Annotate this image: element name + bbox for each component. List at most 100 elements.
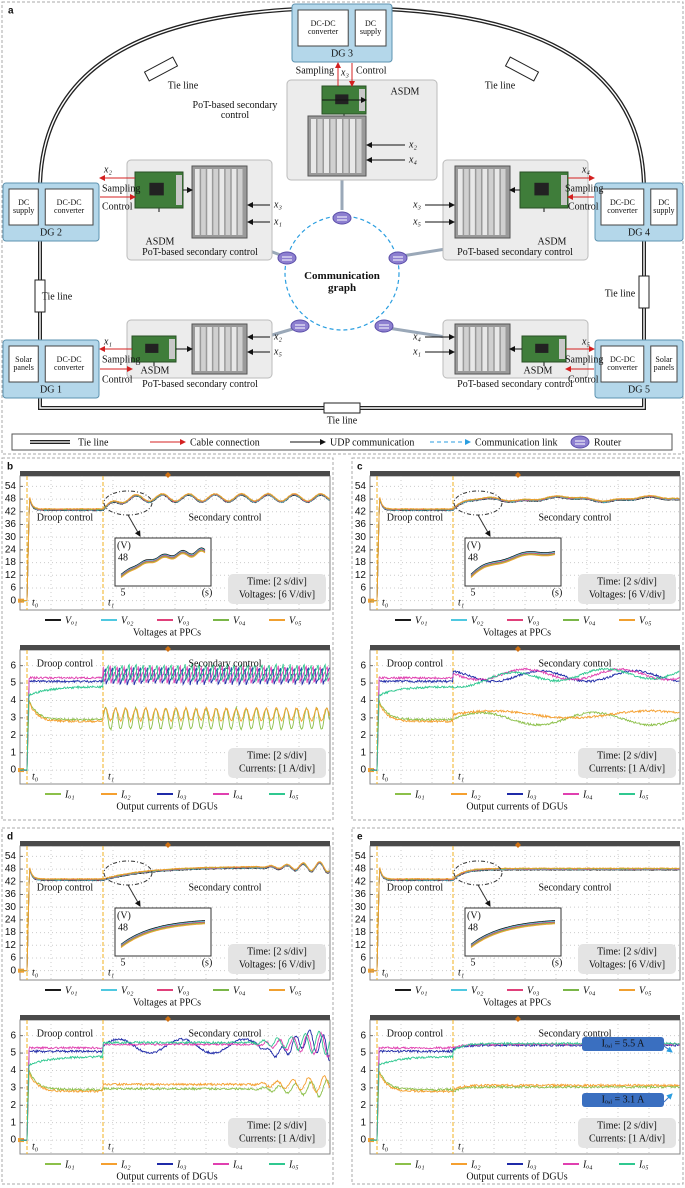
controller-title-box: PoT-based secondary control — [457, 247, 573, 258]
y-tick-label: 30 — [355, 532, 367, 543]
y-tick-label: 6 — [10, 660, 16, 671]
dg-block — [650, 188, 678, 226]
scope-header — [20, 645, 330, 650]
inset — [464, 907, 562, 957]
y-tick-label: 5 — [360, 1048, 366, 1059]
legend-label: Vₒ₅ — [289, 615, 302, 626]
y-tick-label: 42 — [355, 506, 367, 517]
y-tick-label: 6 — [10, 583, 16, 594]
dg-block — [600, 345, 645, 383]
y-tick-label: 48 — [355, 864, 367, 875]
phase-label: Secondary control — [188, 658, 261, 669]
y-tick-label: 0 — [360, 765, 366, 776]
zoom-arrow — [477, 514, 491, 537]
scale-box — [578, 574, 676, 604]
dg-block-label-box: DC-DC converter — [607, 354, 638, 372]
legend-label: Vₒ₁ — [65, 985, 77, 996]
y-tick-label: 36 — [5, 889, 17, 900]
input-state: x₂ — [408, 139, 417, 150]
y-tick-label: 0 — [360, 1135, 366, 1146]
event-label: t₀ — [382, 597, 389, 608]
event-label: t₁ — [108, 597, 114, 608]
input-state: x₄ — [408, 154, 417, 165]
y-tick-label: 0 — [360, 595, 366, 606]
input-state: x₃ — [273, 199, 282, 210]
y-tick-label: 48 — [5, 494, 17, 505]
rack-unit — [356, 119, 362, 173]
input-state: x₅ — [412, 216, 421, 227]
legend-label: Iₒ₂ — [120, 789, 131, 800]
inset-tick: 48 — [118, 552, 128, 563]
rack-unit — [476, 169, 481, 235]
rack-unit — [470, 327, 475, 371]
scope-header — [370, 1015, 680, 1020]
trigger-marker — [515, 646, 521, 652]
inset-tick: 48 — [468, 922, 478, 933]
y-tick-label: 4 — [360, 1065, 366, 1076]
caption: Output currents of DGUs — [116, 801, 217, 812]
tie-line-label: Tie line — [327, 415, 358, 426]
y-tick-label: 24 — [355, 915, 367, 926]
scope-header — [370, 645, 680, 650]
phase-label: Droop control — [387, 1028, 444, 1039]
control-label: Control — [568, 201, 599, 212]
waveform — [369, 699, 680, 771]
sampling-label: Sampling — [102, 354, 140, 365]
legend-label: Vₒ₄ — [583, 985, 596, 996]
dg-block — [44, 188, 94, 226]
tie-resistor — [323, 402, 361, 414]
legend-label: Iₒ₁ — [64, 1159, 75, 1170]
controller-title: PoT-based secondary control — [142, 246, 258, 258]
phase-label: Secondary control — [538, 658, 611, 669]
waveform — [369, 1071, 680, 1141]
y-tick-label: 1 — [10, 1117, 16, 1128]
inset-waveform — [120, 550, 206, 578]
inset-waveform — [120, 548, 206, 576]
legend-label: Vₒ₂ — [121, 985, 134, 996]
annotation-box — [582, 1037, 664, 1051]
time-scale: Time: [2 s/div] — [597, 576, 657, 587]
router — [388, 251, 408, 265]
input-state: x₅ — [273, 346, 282, 357]
dg-block-label: DC-DC converter — [54, 354, 85, 372]
event-label: t₁ — [458, 597, 464, 608]
waveform — [19, 1029, 330, 1142]
phase-label: Droop control — [387, 882, 444, 893]
legend-box — [11, 433, 673, 451]
y-tick-label: 0 — [10, 965, 16, 976]
scale-box — [228, 944, 326, 974]
rack-unit — [482, 327, 488, 371]
dg-block-label: DC-DC converter — [607, 354, 638, 372]
y-tick-label: 12 — [355, 940, 367, 951]
dg-block-label: DC-DC converter — [607, 197, 638, 215]
asdm-port — [559, 339, 565, 359]
inset-waveform — [120, 920, 206, 946]
dg-block-label-box: Solar panels — [654, 355, 674, 372]
waveform — [369, 667, 680, 772]
control-label: Control — [102, 374, 133, 385]
sent-state: x₅ — [581, 336, 590, 347]
dg-block-label-box: DC supply — [13, 198, 34, 215]
y-tick-label: 0 — [10, 1135, 16, 1146]
y-tick-label: 3 — [360, 713, 366, 724]
event-label: t₁ — [458, 771, 464, 782]
caption: Voltages at PPCs — [133, 627, 201, 638]
dg-block-label-box: DC supply — [360, 19, 381, 36]
inset-tick: 5 — [471, 587, 476, 598]
scale-box — [228, 574, 326, 604]
sampling-label: Sampling — [296, 65, 334, 76]
graph-title: Communication graph — [304, 270, 380, 294]
controller-title-box: PoT-based secondary control — [142, 246, 258, 258]
event-label: t₁ — [108, 1141, 114, 1152]
y-tick-label: 2 — [10, 1100, 16, 1111]
inset-waveform — [120, 547, 206, 575]
legend-label: Vₒ₁ — [415, 615, 427, 626]
rack-unit — [225, 327, 231, 371]
rack-unit — [311, 119, 316, 173]
scale-box — [578, 944, 676, 974]
legend-label: Iₒ₄ — [232, 1159, 243, 1170]
y-tick-label: 18 — [5, 927, 17, 938]
zoom-arrow — [127, 884, 141, 907]
y-tick-label: 3 — [10, 1083, 16, 1094]
